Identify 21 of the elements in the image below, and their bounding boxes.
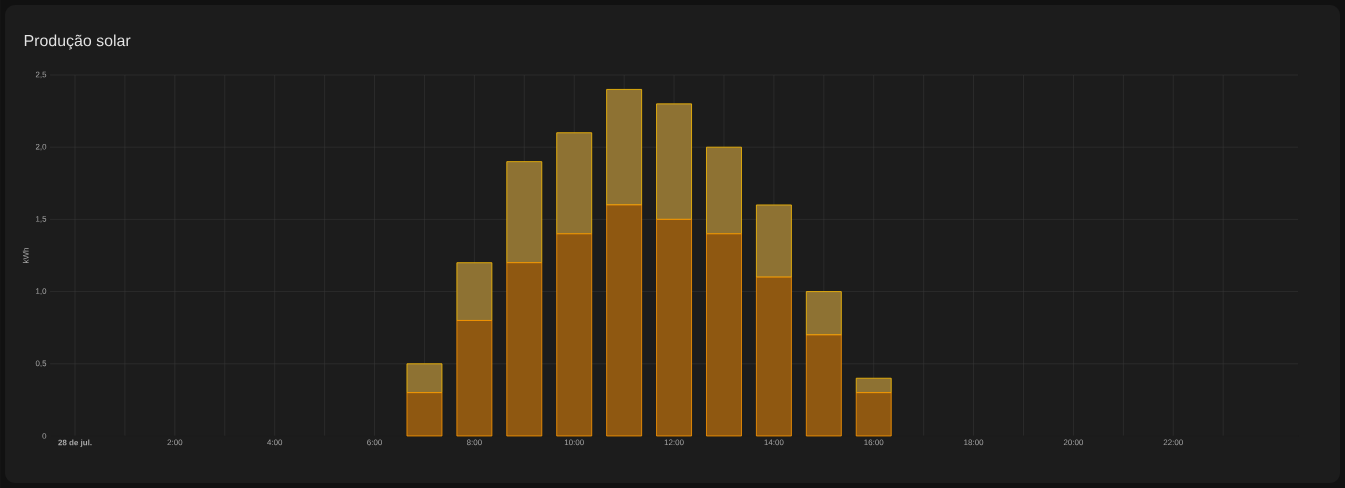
bar [556,233,593,437]
bar [706,233,742,437]
bar [606,89,643,206]
bar [855,377,892,394]
bar [656,103,692,220]
bar [805,291,842,336]
bar [805,334,842,437]
bar [506,262,543,437]
bar [855,392,892,437]
bar [656,218,692,437]
bar [755,276,792,437]
chart-title: Produção solar [24,34,131,50]
bar [456,320,493,437]
bar [406,392,443,437]
bar [706,146,742,235]
bar [456,262,493,321]
bar [556,132,593,235]
bar [506,161,543,264]
bar [606,204,643,437]
bar [755,204,792,278]
bar [406,363,443,394]
